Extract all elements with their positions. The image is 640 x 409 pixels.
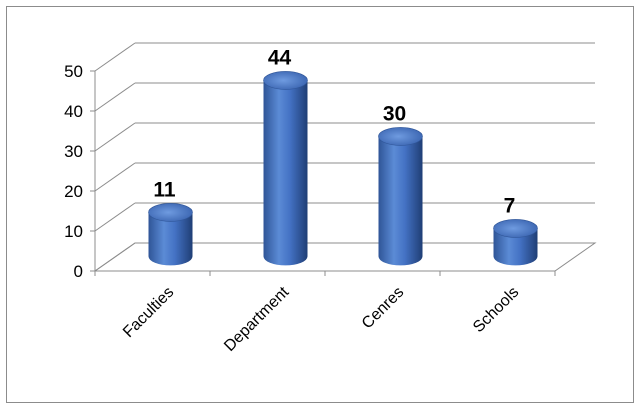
bar-body xyxy=(263,80,308,266)
bar-top xyxy=(148,203,193,222)
bar-body xyxy=(493,228,538,266)
y-tick-label: 10 xyxy=(64,222,83,241)
y-tick-label: 30 xyxy=(64,142,83,161)
bar-faculties: 11 xyxy=(148,178,193,266)
data-label: 44 xyxy=(268,46,292,69)
gridlines xyxy=(94,42,595,272)
bar-cenres: 30 xyxy=(378,102,423,266)
floor-outline xyxy=(93,242,597,272)
data-label: 11 xyxy=(153,178,176,201)
gridline-side xyxy=(94,82,136,112)
gridline-side xyxy=(94,162,136,192)
bar-department: 44 xyxy=(263,46,308,266)
bar-body xyxy=(378,136,423,266)
gridline-side xyxy=(94,122,136,152)
y-tick-label: 50 xyxy=(64,62,83,81)
gridline-side xyxy=(94,42,136,72)
axes xyxy=(90,70,597,276)
y-tick-label: 20 xyxy=(64,182,83,201)
data-label: 30 xyxy=(383,102,406,125)
data-label: 7 xyxy=(504,194,516,217)
bar-top xyxy=(263,71,308,90)
chart-border xyxy=(6,6,634,403)
y-tick-labels: 0 10 20 30 40 50 xyxy=(64,62,83,281)
y-tick-label: 0 xyxy=(74,262,83,281)
bars: 11 44 30 7 xyxy=(148,46,538,266)
gridline-side xyxy=(94,202,136,232)
bar-schools: 7 xyxy=(493,194,538,266)
bar-body xyxy=(148,212,193,266)
bar-top xyxy=(493,219,538,238)
y-tick-label: 40 xyxy=(64,102,83,121)
bar-top xyxy=(378,127,423,146)
